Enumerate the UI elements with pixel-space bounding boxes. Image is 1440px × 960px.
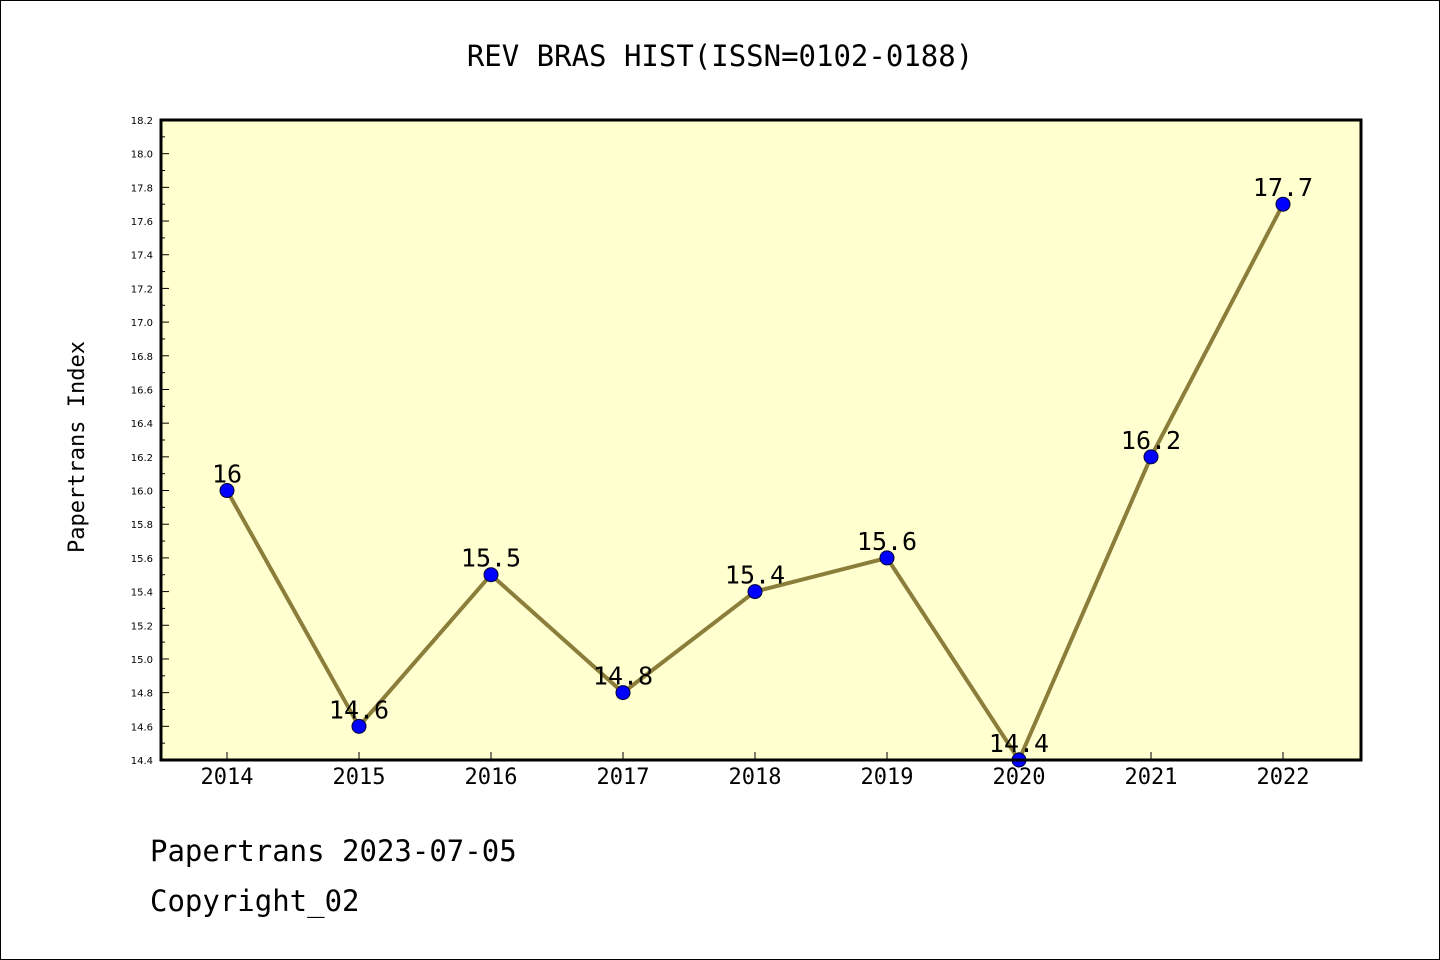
y-tick-label: 16.6	[131, 385, 153, 396]
series-line	[219, 196, 1291, 768]
y-tick-label: 14.8	[131, 689, 153, 700]
x-tick-label: 2022	[1257, 765, 1310, 790]
data-label: 16.2	[1121, 426, 1181, 455]
x-tick-label: 2015	[333, 765, 386, 790]
y-tick-label: 15.2	[131, 621, 153, 632]
chart-title: REV BRAS HIST(ISSN=0102-0188)	[467, 39, 973, 73]
x-axis: 2014 2015 2016 2017 2018 2019 2020 2021 2022	[201, 752, 1310, 790]
y-tick-label: 17.2	[131, 284, 153, 295]
x-tick-label: 2020	[993, 765, 1046, 790]
y-tick-label: 18.2	[131, 116, 153, 127]
y-tick-label: 15.6	[131, 554, 153, 565]
x-tick-label: 2014	[201, 765, 254, 790]
data-point	[219, 483, 235, 499]
footer-date: Papertrans 2023-07-05	[150, 834, 517, 868]
y-tick-label: 14.4	[131, 756, 153, 767]
x-tick-label: 2019	[861, 765, 914, 790]
data-point	[1143, 449, 1159, 465]
data-label: 14.8	[593, 662, 653, 691]
data-labels: 16 14.6 15.5 14.8 15.4 15.6 14.4 16.2 17.7	[212, 173, 1313, 758]
data-point	[615, 685, 631, 701]
data-label: 15.5	[461, 544, 521, 573]
x-tick-label: 2021	[1125, 765, 1178, 790]
y-tick-label: 16.4	[131, 419, 153, 430]
y-tick-label: 18.0	[131, 150, 153, 161]
plot-border	[159, 118, 1363, 762]
data-point	[879, 550, 895, 566]
data-label: 14.4	[989, 729, 1049, 758]
y-tick-label: 15.4	[131, 588, 153, 599]
data-point	[747, 584, 763, 600]
y-tick-label: 16.8	[131, 352, 153, 363]
y-tick-label: 17.6	[131, 217, 153, 228]
y-tick-label: 15.0	[131, 655, 153, 666]
y-tick-label: 16.0	[131, 487, 153, 498]
x-tick-label: 2018	[729, 765, 782, 790]
y-axis: 14.4 14.6 14.8 15.0 15.2 15.4 15.6 15.8 16.0 16.2…	[131, 116, 169, 767]
y-axis-label: Papertrans Index	[65, 341, 90, 553]
data-label: 15.6	[857, 527, 917, 556]
y-tick-label: 14.6	[131, 722, 153, 733]
y-tick-label: 17.0	[131, 318, 153, 329]
data-point	[351, 718, 367, 734]
data-label: 17.7	[1253, 173, 1313, 202]
data-label: 15.4	[725, 561, 785, 590]
data-point	[1275, 196, 1291, 212]
y-tick-label: 17.8	[131, 183, 153, 194]
data-point	[483, 567, 499, 583]
y-tick-label: 15.8	[131, 520, 153, 531]
y-tick-label: 17.4	[131, 251, 153, 262]
data-label: 14.6	[329, 695, 389, 724]
y-tick-label: 16.2	[131, 453, 153, 464]
x-tick-label: 2017	[597, 765, 650, 790]
data-label: 16	[212, 460, 242, 489]
footer-copyright: Copyright_02	[150, 884, 360, 918]
x-tick-label: 2016	[465, 765, 518, 790]
